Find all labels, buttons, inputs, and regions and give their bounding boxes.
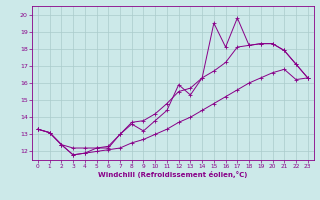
X-axis label: Windchill (Refroidissement éolien,°C): Windchill (Refroidissement éolien,°C)	[98, 171, 247, 178]
